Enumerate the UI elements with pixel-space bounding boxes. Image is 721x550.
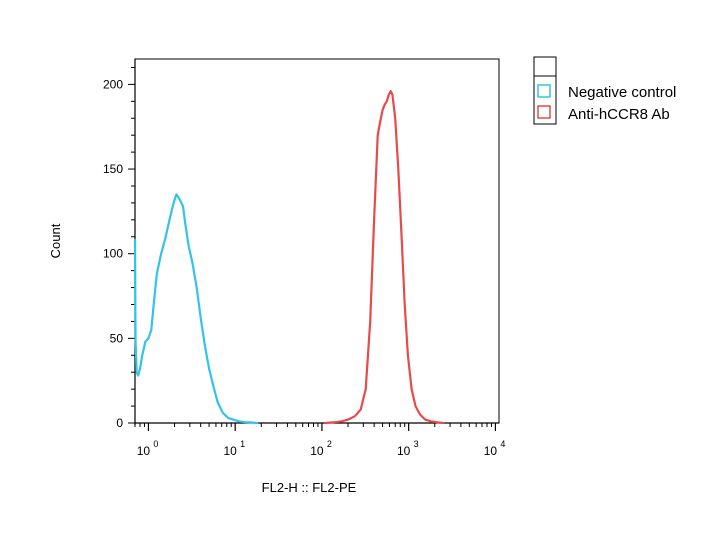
y-axis-title: Count bbox=[48, 223, 63, 258]
plot-frame bbox=[134, 58, 500, 424]
x-axis-title: FL2-H :: FL2-PE bbox=[262, 480, 357, 495]
x-tick-exponent: 0 bbox=[153, 439, 158, 449]
x-axis: 10 0 10 1 10 2 10 3 10 4 bbox=[134, 422, 505, 458]
y-tick-label: 150 bbox=[103, 162, 123, 176]
y-tick-label: 100 bbox=[103, 247, 123, 261]
legend: Negative control Anti-hCCR8 Ab bbox=[533, 56, 676, 125]
x-tick-label: 10 bbox=[224, 444, 238, 458]
anti-hccr8-ab-curve bbox=[324, 90, 445, 425]
legend-header-box bbox=[533, 56, 557, 77]
legend-swatch-anti-hccr8-ab bbox=[537, 105, 551, 119]
negative-control-curve bbox=[133, 193, 259, 425]
x-tick-exponent: 2 bbox=[327, 439, 332, 449]
x-tick-label: 10 bbox=[137, 444, 151, 458]
x-tick-label: 10 bbox=[310, 444, 324, 458]
y-tick-label: 200 bbox=[103, 77, 123, 91]
y-axis: 0 50 100 150 200 bbox=[103, 59, 136, 430]
series-layer bbox=[133, 90, 445, 425]
legend-label-anti-hccr8-ab: Anti-hCCR8 Ab bbox=[568, 106, 670, 123]
y-tick-label: 0 bbox=[116, 416, 123, 430]
x-tick-exponent: 4 bbox=[500, 439, 505, 449]
legend-label-negative-control: Negative control bbox=[568, 84, 676, 101]
x-tick-label: 10 bbox=[484, 444, 498, 458]
x-tick-exponent: 1 bbox=[240, 439, 245, 449]
x-tick-label: 10 bbox=[397, 444, 411, 458]
legend-swatch-negative-control bbox=[537, 84, 551, 98]
x-tick-exponent: 3 bbox=[414, 439, 419, 449]
y-tick-label: 50 bbox=[110, 331, 124, 345]
